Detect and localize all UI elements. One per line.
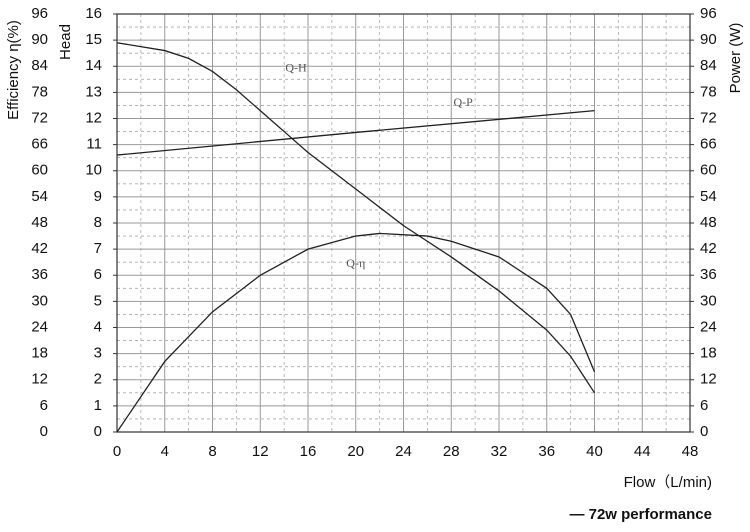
plot-frame <box>116 13 691 433</box>
power-tick-label: 72 <box>700 109 717 126</box>
efficiency-tick-label: 6 <box>40 397 48 414</box>
efficiency-tick-label: 84 <box>31 57 48 74</box>
head-tick-label: 0 <box>94 423 102 440</box>
efficiency-tick-label: 72 <box>31 109 48 126</box>
x-tick-label: 8 <box>208 443 216 460</box>
power-tick-label: 42 <box>700 240 717 257</box>
efficiency-tick-label: 66 <box>31 136 48 153</box>
efficiency-tick-label: 30 <box>31 292 48 309</box>
power-tick-label: 6 <box>700 397 708 414</box>
x-tick-label: 36 <box>538 443 555 460</box>
efficiency-tick-label: 48 <box>31 214 48 231</box>
power-tick-label: 78 <box>700 83 717 100</box>
head-tick-label: 14 <box>85 57 102 74</box>
head-tick-label: 15 <box>85 31 102 48</box>
head-tick-label: 9 <box>94 188 102 205</box>
power-tick-label: 0 <box>700 423 708 440</box>
x-tick-label: 0 <box>113 443 121 460</box>
head-tick-label: 5 <box>94 292 102 309</box>
x-tick-label: 40 <box>586 443 603 460</box>
x-tick-label: 24 <box>395 443 412 460</box>
head-tick-label: 11 <box>86 136 102 153</box>
power-tick-label: 66 <box>700 136 717 153</box>
efficiency-tick-label: 42 <box>31 240 48 257</box>
curve <box>116 42 596 394</box>
efficiency-tick-label: 54 <box>31 188 48 205</box>
power-tick-label: 24 <box>700 318 717 335</box>
efficiency-axis-label: Efficiency η(%) <box>5 20 22 120</box>
curve-label: Q-H <box>285 61 307 75</box>
head-axis-label: Head <box>57 24 74 60</box>
power-axis-label: Power (W) <box>727 23 744 94</box>
curve <box>116 232 596 433</box>
x-tick-label: 16 <box>300 443 317 460</box>
head-tick-label: 7 <box>94 240 102 257</box>
power-tick-label: 90 <box>700 31 717 48</box>
x-tick-label: 12 <box>252 443 269 460</box>
head-tick-label: 13 <box>85 83 102 100</box>
curve-label: Q-P <box>454 95 474 109</box>
caption: — 72w performance <box>569 506 712 523</box>
x-tick-label: 48 <box>682 443 699 460</box>
power-tick-label: 30 <box>700 292 717 309</box>
x-tick-label: 32 <box>491 443 508 460</box>
head-tick-label: 16 <box>85 5 102 22</box>
efficiency-tick-label: 24 <box>31 318 48 335</box>
head-tick-label: 8 <box>94 214 102 231</box>
head-tick-label: 10 <box>85 162 102 179</box>
power-tick-label: 48 <box>700 214 717 231</box>
power-tick-label: 54 <box>700 188 717 205</box>
efficiency-tick-label: 36 <box>31 266 48 283</box>
x-tick-label: 4 <box>161 443 169 460</box>
head-tick-label: 12 <box>85 109 102 126</box>
power-tick-label: 60 <box>700 162 717 179</box>
efficiency-tick-label: 78 <box>31 83 48 100</box>
head-tick-label: 1 <box>94 397 102 414</box>
power-tick-label: 18 <box>700 345 717 362</box>
x-axis-label: Flow（L/min) <box>624 474 712 491</box>
efficiency-tick-label: 90 <box>31 31 48 48</box>
head-tick-label: 2 <box>94 371 102 388</box>
efficiency-tick-label: 96 <box>31 5 48 22</box>
efficiency-tick-label: 12 <box>31 371 48 388</box>
head-tick-label: 6 <box>94 266 102 283</box>
efficiency-tick-label: 0 <box>40 423 48 440</box>
efficiency-tick-label: 60 <box>31 162 48 179</box>
power-tick-label: 36 <box>700 266 717 283</box>
curve <box>116 110 595 156</box>
curve-label: Q-η <box>346 256 365 270</box>
head-tick-label: 3 <box>94 345 102 362</box>
power-tick-label: 96 <box>700 5 717 22</box>
head-tick-label: 4 <box>94 318 102 335</box>
power-tick-label: 84 <box>700 57 717 74</box>
power-tick-label: 12 <box>700 371 717 388</box>
x-tick-label: 20 <box>347 443 364 460</box>
x-tick-label: 28 <box>443 443 460 460</box>
x-tick-label: 44 <box>634 443 651 460</box>
efficiency-tick-label: 18 <box>31 345 48 362</box>
